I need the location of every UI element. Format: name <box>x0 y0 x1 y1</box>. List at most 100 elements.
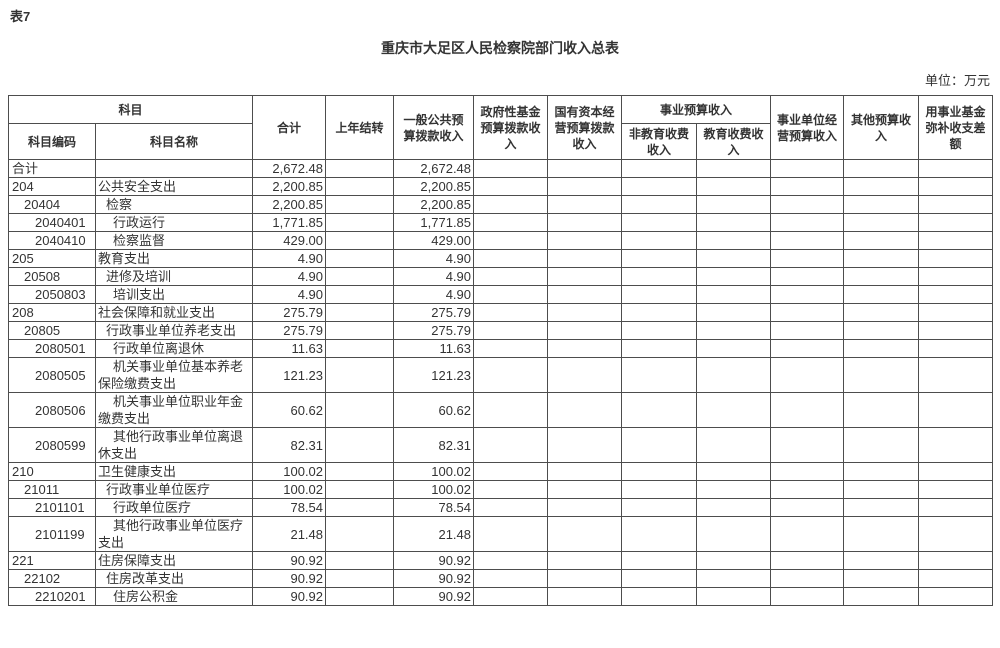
table-row: 22102 住房改革支出 90.92 90.92 <box>8 569 994 588</box>
table-row: 2050803 培训支出 4.90 4.90 <box>8 285 994 304</box>
value-cell <box>696 569 772 588</box>
value-cell <box>325 195 395 214</box>
table-row: 2101199 其他行政事业单位医疗 支出 21.48 21.48 <box>8 516 994 552</box>
header-subject-code: 科目编码 <box>8 123 96 160</box>
value-cell <box>843 267 920 286</box>
value-cell <box>918 498 994 517</box>
table-row: 2040401 行政运行 1,771.85 1,771.85 <box>8 213 994 232</box>
value-cell: 275.79 <box>393 321 475 340</box>
value-cell <box>473 462 549 481</box>
value-cell: 100.02 <box>252 480 327 499</box>
value-cell: 4.90 <box>393 249 475 268</box>
unit-note: 单位：万元 <box>924 73 990 88</box>
value-cell: 90.92 <box>393 551 475 570</box>
value-cell <box>696 303 772 322</box>
value-cell <box>843 569 920 588</box>
value-cell <box>843 285 920 304</box>
subject-code-cell: 2080506 <box>8 392 96 428</box>
value-cell <box>547 462 623 481</box>
value-cell: 275.79 <box>393 303 475 322</box>
subject-code-cell: 221 <box>8 551 96 570</box>
value-cell <box>547 195 623 214</box>
value-cell <box>547 267 623 286</box>
value-cell <box>621 357 698 393</box>
subject-name-cell: 检察 <box>94 195 254 214</box>
value-cell: 121.23 <box>252 357 327 393</box>
value-cell <box>621 551 698 570</box>
value-cell <box>473 321 549 340</box>
value-cell <box>696 249 772 268</box>
value-cell <box>770 231 845 250</box>
value-cell <box>696 462 772 481</box>
header-row-1: 科目 合计 上年结转 一般公共预 算拨款收入 政府性基金 预算拨款收 入 国有资… <box>7 95 994 160</box>
value-cell <box>918 177 994 196</box>
value-cell <box>696 516 772 552</box>
value-cell <box>621 480 698 499</box>
value-cell <box>325 231 395 250</box>
value-cell <box>843 516 920 552</box>
value-cell <box>843 498 920 517</box>
value-cell <box>621 177 698 196</box>
subject-code-cell: 204 <box>8 177 96 196</box>
value-cell <box>473 267 549 286</box>
value-cell <box>770 285 845 304</box>
value-cell <box>918 462 994 481</box>
subject-name-cell: 培训支出 <box>94 285 254 304</box>
subject-code-cell: 合计 <box>8 159 96 178</box>
value-cell <box>918 551 994 570</box>
value-cell <box>325 159 395 178</box>
value-cell <box>547 569 623 588</box>
value-cell: 275.79 <box>252 303 327 322</box>
value-cell <box>918 357 994 393</box>
value-cell <box>918 587 994 606</box>
value-cell <box>843 303 920 322</box>
value-cell <box>843 321 920 340</box>
value-cell <box>696 357 772 393</box>
value-cell <box>696 392 772 428</box>
value-cell <box>473 392 549 428</box>
value-cell <box>918 195 994 214</box>
table-row: 221 住房保障支出 90.92 90.92 <box>8 551 994 570</box>
table-row: 205 教育支出 4.90 4.90 <box>8 249 994 268</box>
value-cell: 82.31 <box>252 427 327 463</box>
value-cell <box>918 267 994 286</box>
value-cell <box>918 303 994 322</box>
table-row: 2040410 检察监督 429.00 429.00 <box>8 231 994 250</box>
value-cell <box>547 303 623 322</box>
value-cell <box>696 213 772 232</box>
value-cell <box>325 177 395 196</box>
subject-name-cell: 卫生健康支出 <box>94 462 254 481</box>
value-cell <box>621 249 698 268</box>
value-cell: 90.92 <box>252 587 327 606</box>
value-cell <box>918 231 994 250</box>
value-cell <box>918 569 994 588</box>
subject-name-cell: 机关事业单位基本养老 保险缴费支出 <box>94 357 254 393</box>
subject-code-cell: 2040401 <box>8 213 96 232</box>
subject-code-cell: 22102 <box>8 569 96 588</box>
value-cell <box>473 587 549 606</box>
value-cell <box>843 551 920 570</box>
value-cell <box>473 249 549 268</box>
value-cell <box>473 303 549 322</box>
value-cell <box>843 231 920 250</box>
value-cell: 2,200.85 <box>393 177 475 196</box>
value-cell <box>621 195 698 214</box>
value-cell: 2,200.85 <box>393 195 475 214</box>
table-row: 2080599 其他行政事业单位离退 休支出 82.31 82.31 <box>8 427 994 463</box>
value-cell <box>547 516 623 552</box>
value-cell: 78.54 <box>393 498 475 517</box>
value-cell: 100.02 <box>252 462 327 481</box>
value-cell <box>621 462 698 481</box>
value-cell <box>621 231 698 250</box>
value-cell <box>621 516 698 552</box>
value-cell <box>770 392 845 428</box>
value-cell <box>843 357 920 393</box>
subject-code-cell: 2080505 <box>8 357 96 393</box>
value-cell <box>473 213 549 232</box>
value-cell <box>770 213 845 232</box>
value-cell <box>325 303 395 322</box>
value-cell: 90.92 <box>252 569 327 588</box>
value-cell <box>621 339 698 358</box>
value-cell <box>473 516 549 552</box>
value-cell <box>918 213 994 232</box>
